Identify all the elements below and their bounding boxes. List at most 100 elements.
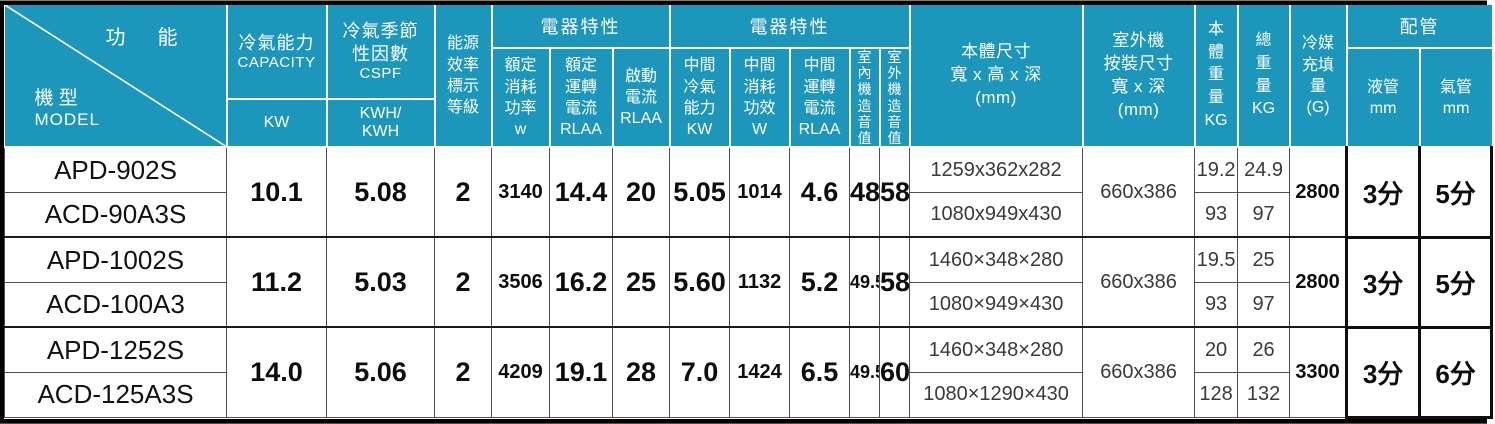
mid-current-value: 6.5 [789,326,851,418]
liquid-pipe-value: 3分 [1345,146,1422,239]
header-electrical-group-2: 電器特性 [668,5,911,49]
function-label: 功 能 [105,27,184,49]
body-weight-value: 19.5 [1194,236,1239,283]
header-body-weight: 本 體 重 量 KG [1193,5,1239,149]
refrigerant-value: 2800 [1289,146,1348,238]
header-outdoor-noise: 室 外 機 造 音 值 [878,46,911,149]
body-weight-value: 19.2 [1194,146,1239,193]
start-current-value: 28 [611,326,671,418]
energy-level-value: 2 [434,236,492,328]
total-weight-value: 26 [1237,326,1291,373]
header-start-current: 啟動 電流 RLAA [611,46,671,149]
outdoor-install-value: 660x386 [1082,236,1196,328]
cspf-value: 5.03 [326,236,435,328]
model-cell: APD-1252S [4,326,227,373]
energy-level-value: 2 [434,326,492,418]
header-outdoor-install-dims: 室外機 按裝尺寸 寬 x 深 (mm) [1081,5,1196,149]
corner-header-cell: 功 能 機 型 MODEL [4,5,228,149]
mid-power-value: 1424 [729,326,791,418]
refrigerant-value: 3300 [1289,326,1348,418]
model-cell: APD-1002S [4,236,227,283]
header-cspf-en: CSPF [359,65,402,83]
header-cspf-zh: 冷氣季節 性因數 [342,21,419,64]
mid-current-value: 4.6 [789,146,851,238]
capacity-value: 10.1 [226,146,327,238]
total-weight-value: 132 [1237,371,1291,418]
model-label-zh: 機 型 [34,88,78,110]
body-weight-value: 93 [1194,281,1239,328]
body-dims-value: 1080×1290×430 [909,371,1084,418]
rated-power-value: 4209 [491,326,550,418]
gas-pipe-value: 6分 [1418,326,1494,419]
gas-pipe-value: 5分 [1418,146,1494,239]
header-indoor-noise: 室 內 機 造 音 值 [848,46,881,149]
header-capacity-en: CAPACITY [237,54,316,72]
header-gas-pipe: 氣管 mm [1418,46,1492,149]
outdoor-install-value: 660x386 [1082,146,1196,238]
body-dims-value: 1259x362x282 [909,146,1084,193]
outdoor-noise-value: 60 [879,326,911,418]
model-cell: APD-902S [4,146,227,193]
cspf-value: 5.08 [326,146,435,238]
liquid-pipe-value: 3分 [1345,236,1422,329]
body-dims-value: 1460×348×280 [909,236,1084,283]
header-mid-current: 中間 運轉 電流 RLAA [788,46,851,149]
outdoor-install-value: 660x386 [1082,326,1196,418]
mid-capacity-value: 7.0 [669,326,731,418]
header-energy-level: 能源 效率 標示 等級 [433,5,493,149]
outdoor-noise-value: 58 [879,146,911,238]
rated-current-value: 16.2 [549,236,613,328]
body-dims-value: 1080×949×430 [909,281,1084,328]
total-weight-value: 24.9 [1237,146,1291,193]
body-weight-value: 93 [1194,191,1239,238]
outdoor-noise-value: 58 [879,236,911,328]
body-dims-value: 1460×348×280 [909,326,1084,373]
mid-capacity-value: 5.05 [669,146,731,238]
mid-power-value: 1132 [729,236,791,328]
header-refrigerant: 冷媒 充填 量 (G) [1288,5,1348,149]
model-cell: ACD-90A3S [4,191,227,238]
model-label-en: MODEL [34,110,100,130]
model-cell: ACD-100A3 [4,281,227,328]
start-current-value: 25 [611,236,671,328]
header-mid-capacity: 中間 冷氣 能力 KW [668,46,731,149]
total-weight-value: 97 [1237,191,1291,238]
header-rated-power: 額定 消耗 功率 w [490,46,551,149]
indoor-noise-value: 49.5 [849,326,881,418]
header-body-dims: 本體尺寸 寬 x 高 x 深 (mm) [908,5,1084,149]
body-dims-value: 1080x949x430 [909,191,1084,238]
cspf-value: 5.06 [326,326,435,418]
header-mid-power: 中間 消耗 功效 W [728,46,791,149]
header-rated-current: 額定 運轉 電流 RLAA [548,46,614,149]
rated-current-value: 14.4 [549,146,613,238]
header-cspf-unit: KWH/ KWH [325,97,436,149]
body-weight-value: 128 [1194,371,1239,418]
spec-table: 功 能 機 型 MODEL 冷氣能力 CAPACITY 冷氣季節 性因數 CSP… [4,5,1494,419]
mid-power-value: 1014 [729,146,791,238]
mid-current-value: 5.2 [789,236,851,328]
energy-level-value: 2 [434,146,492,238]
indoor-noise-value: 48 [849,146,881,238]
model-label: 機 型 MODEL [35,83,100,130]
header-cspf: 冷氣季節 性因數 CSPF [325,5,436,100]
rated-power-value: 3140 [491,146,550,238]
total-weight-value: 97 [1237,281,1291,328]
model-cell: ACD-125A3S [4,371,227,418]
header-total-weight: 總 重 量 KG [1236,5,1291,149]
rated-power-value: 3506 [491,236,550,328]
refrigerant-value: 2800 [1289,236,1348,328]
rated-current-value: 19.1 [549,326,613,418]
indoor-noise-value: 49.5 [849,236,881,328]
header-liquid-pipe: 液管 mm [1345,46,1421,149]
capacity-value: 14.0 [226,326,327,418]
header-piping-group: 配管 [1345,5,1492,49]
mid-capacity-value: 5.60 [669,236,731,328]
diagonal-line [5,5,226,146]
liquid-pipe-value: 3分 [1345,326,1422,419]
header-electrical-group-1: 電器特性 [490,5,671,49]
header-capacity-unit: KW [225,97,328,149]
header-capacity: 冷氣能力 CAPACITY [225,5,328,100]
start-current-value: 20 [611,146,671,238]
